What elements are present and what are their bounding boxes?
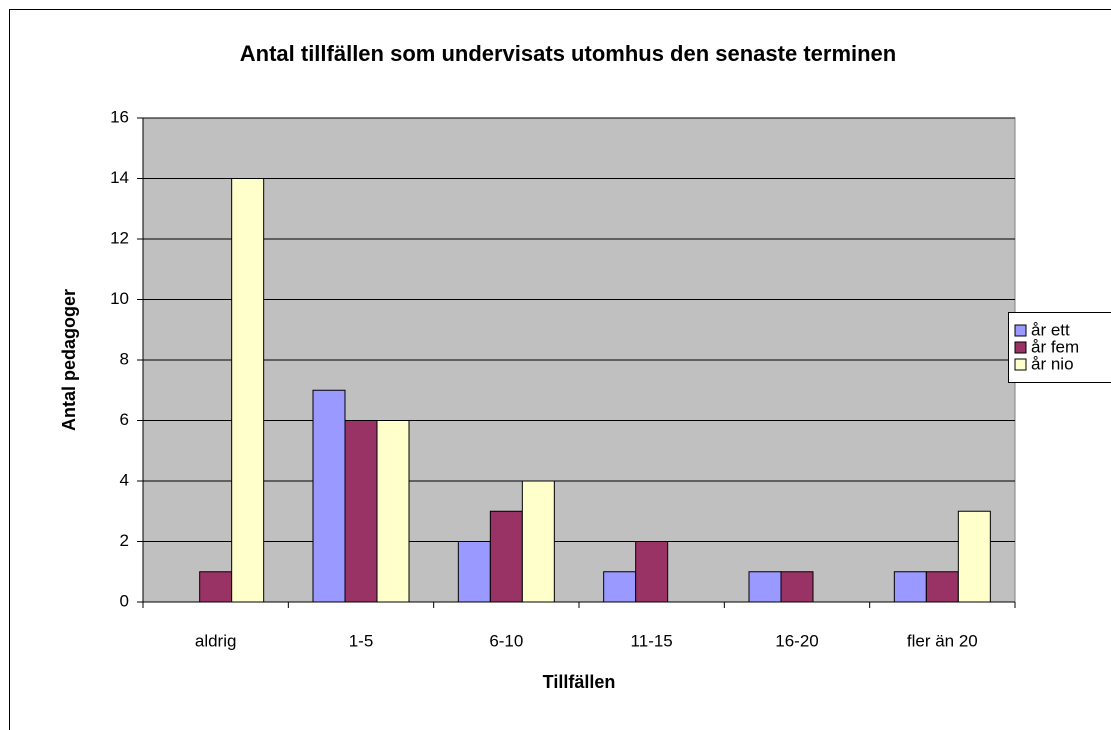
bar [748,571,782,603]
legend-label: år fem [1031,337,1079,356]
x-tick-label: 1-5 [349,631,374,650]
x-tick-label: 11-15 [631,631,673,650]
legend-swatch [1014,341,1027,354]
x-tick-label: fler än 20 [907,631,978,650]
bar [312,389,346,603]
bar [780,571,814,603]
legend-swatch [1014,324,1027,337]
bar [231,178,265,603]
bar [489,510,523,603]
y-tick-label: 10 [110,289,129,308]
bar [199,571,233,603]
y-axis-title: Antal pedagoger [59,289,79,431]
legend-label: år ett [1031,320,1070,339]
legend-swatch [1014,358,1027,371]
bar [957,510,991,603]
x-tick-label: aldrig [195,631,237,650]
bar [893,571,927,603]
y-tick-label: 6 [120,410,129,429]
bar [635,541,669,603]
x-tick-label: 16-20 [775,631,818,650]
bar [521,480,555,603]
legend-label: år nio [1031,354,1074,373]
y-tick-label: 12 [110,228,129,247]
bar [376,420,410,603]
y-tick-label: 0 [120,591,129,610]
bar [344,420,378,603]
y-tick-label: 4 [120,470,129,489]
y-tick-label: 14 [110,168,129,187]
x-tick-label: 6-10 [489,631,523,650]
bar [457,541,491,603]
y-tick-label: 8 [120,349,129,368]
chart-frame [9,9,1111,730]
y-tick-label: 16 [110,107,129,126]
bar [925,571,959,603]
y-tick-label: 2 [120,531,129,550]
chart-title: Antal tillfällen som undervisats utomhus… [240,41,896,66]
bar [603,571,637,603]
x-axis-title: Tillfällen [543,672,616,692]
